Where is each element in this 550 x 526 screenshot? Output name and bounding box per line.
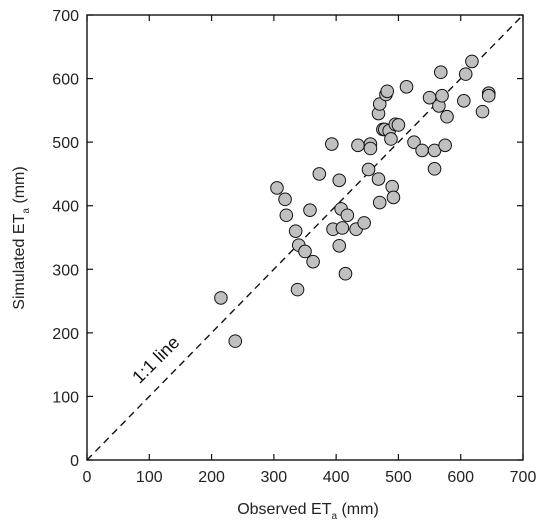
data-point <box>332 173 347 188</box>
data-point <box>306 254 320 269</box>
plot-frame <box>86 14 524 461</box>
data-point <box>361 162 376 177</box>
data-point <box>399 80 414 94</box>
data-point <box>228 334 243 348</box>
data-point <box>278 192 292 207</box>
data-point <box>435 88 449 103</box>
x-tick-label: 600 <box>447 469 474 486</box>
data-point <box>363 141 378 156</box>
y-axis-title: Simulated ETa (mm) <box>11 166 32 309</box>
data-point <box>386 190 401 205</box>
data-point <box>458 67 473 81</box>
data-point <box>438 138 452 153</box>
data-point <box>407 135 421 149</box>
data-point <box>338 266 353 281</box>
data-point <box>475 104 490 119</box>
x-axis-title: Observed ETa (mm) <box>237 501 379 522</box>
data-point <box>465 54 479 69</box>
data-point <box>270 181 284 195</box>
one-to-one-line <box>86 14 524 461</box>
data-point <box>312 167 327 181</box>
data-point <box>290 282 305 297</box>
data-point <box>427 162 442 176</box>
axis-ticks: 0 100 200 300 400 500 600 700 0 100 200 300 400 500 60… <box>52 8 536 486</box>
data-point <box>288 224 303 238</box>
data-point <box>384 132 398 146</box>
data-point <box>372 97 387 111</box>
data-point <box>351 138 365 153</box>
x-tick-label: 700 <box>510 469 537 486</box>
y-tick-label: 500 <box>52 135 79 152</box>
x-tick-label: 0 <box>83 469 92 486</box>
y-tick-label: 100 <box>52 389 79 406</box>
reference-line-label: 1:1 line <box>128 332 183 387</box>
data-point <box>380 84 395 99</box>
data-point <box>481 88 496 103</box>
x-tick-label: 100 <box>136 469 163 486</box>
data-point <box>391 118 406 132</box>
data-point <box>433 65 448 80</box>
data-point <box>372 195 387 210</box>
x-tick-label: 400 <box>323 469 350 486</box>
y-tick-label: 400 <box>52 199 79 216</box>
data-point <box>324 137 339 151</box>
data-point <box>332 238 347 253</box>
data-point <box>357 216 371 230</box>
data-point <box>340 208 355 223</box>
y-tick-label: 300 <box>52 262 79 279</box>
data-point <box>335 221 350 235</box>
data-point <box>371 172 386 186</box>
data-point <box>415 143 429 158</box>
y-tick-label: 600 <box>52 72 79 89</box>
y-tick-label: 700 <box>52 8 79 25</box>
x-tick-label: 500 <box>385 469 412 486</box>
data-point <box>457 94 471 108</box>
axes <box>86 14 524 461</box>
reference-line-group <box>86 14 524 461</box>
x-tick-label: 300 <box>261 469 288 486</box>
data-point <box>214 291 228 305</box>
data-points <box>214 54 496 348</box>
data-point <box>298 244 312 259</box>
y-tick-label: 0 <box>70 453 79 470</box>
data-point <box>303 203 317 217</box>
data-point <box>279 208 294 223</box>
y-tick-label: 200 <box>52 326 79 343</box>
data-point <box>440 109 454 124</box>
x-tick-label: 200 <box>198 469 225 486</box>
